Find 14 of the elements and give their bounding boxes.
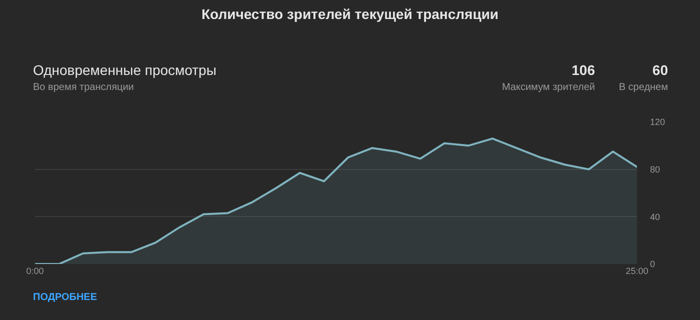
x-tick-label: 0:00 bbox=[26, 266, 44, 276]
text: В среднем bbox=[618, 82, 668, 93]
y-tick-label: 40 bbox=[650, 212, 660, 222]
chart-subtitle: Одновременные просмотры bbox=[33, 62, 216, 78]
chart-title: Количество зрителей текущей трансляции bbox=[200, 6, 500, 22]
text: Максимум зрителей bbox=[502, 82, 595, 93]
text: Во время трансляции bbox=[33, 82, 134, 93]
y-tick-label: 80 bbox=[650, 164, 660, 174]
y-tick-label: 0 bbox=[650, 259, 656, 270]
x-tick-label: 25:00 bbox=[626, 266, 648, 276]
text: 106 bbox=[572, 62, 595, 78]
text: 60 bbox=[652, 62, 668, 78]
y-tick-label: 120 bbox=[650, 117, 666, 128]
text: ПОДРОБНЕЕ bbox=[33, 292, 98, 303]
